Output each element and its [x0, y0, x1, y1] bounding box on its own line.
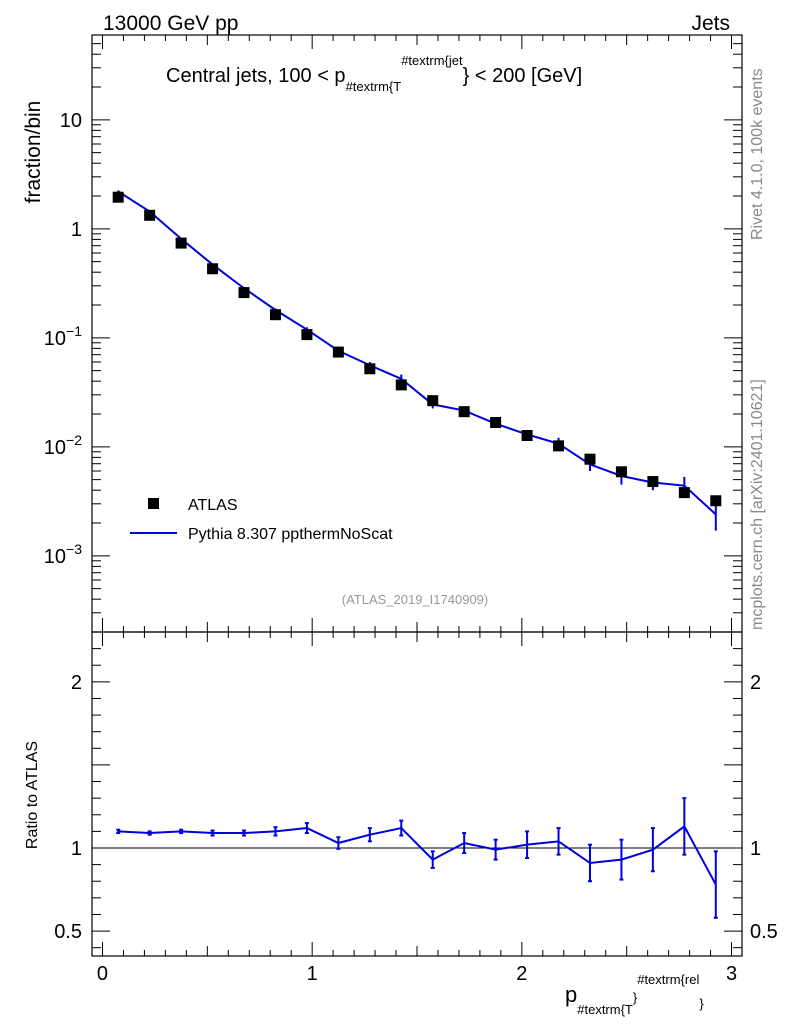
legend-pythia-label: Pythia 8.307 ppthermNoScat: [188, 526, 393, 543]
ratio-y-axis-label: Ratio to ATLAS: [24, 741, 41, 849]
x-tick-label: 0: [97, 963, 108, 985]
mcplots-label: mcplots.cern.ch [arXiv:2401.10621]: [749, 379, 766, 630]
atlas-point: [364, 363, 376, 375]
y-tick-label: 10: [60, 110, 82, 132]
title-sub: #textrm{T: [346, 79, 402, 94]
ratio-plot-frame: [91, 631, 743, 957]
legend: ATLAS Pythia 8.307 ppthermNoScat: [130, 497, 393, 543]
y-tick-exp: −1: [66, 323, 82, 339]
ratio-line: [118, 824, 717, 886]
y-tick-label: 10−2: [44, 432, 82, 459]
x-axis-label: p#textrm{T}#textrm{rel}: [565, 972, 704, 1017]
atlas-point: [395, 379, 407, 391]
atlas-point: [584, 453, 596, 465]
atlas-point: [112, 191, 124, 203]
atlas-point: [458, 406, 470, 418]
x-tick-label: 1: [307, 963, 318, 985]
atlas-point: [427, 395, 439, 407]
title-post: } < 200 [GeV]: [463, 65, 583, 87]
atlas-point: [269, 309, 281, 321]
header-left: 13000 GeV pp: [103, 12, 238, 35]
y-tick-base: 1: [71, 219, 82, 241]
chart-title: Central jets, 100 < p#textrm{T #textrm{je…: [166, 53, 582, 94]
title-sup: #textrm{jet: [401, 53, 463, 68]
y-tick-base: 10: [44, 328, 66, 350]
x-label-sup: #textrm{rel: [637, 972, 699, 987]
x-label-sub: #textrm{T: [577, 1002, 633, 1017]
ratio-axis-ticks: 2 2 1 1 0.5 0.5 0 1 2 3: [54, 632, 778, 985]
atlas-point: [647, 476, 659, 488]
atlas-point: [207, 263, 219, 275]
atlas-point: [238, 287, 250, 299]
ratio-series: [116, 797, 718, 919]
y-tick-base: 10: [60, 110, 82, 132]
atlas-point: [175, 237, 187, 249]
watermark: (ATLAS_2019_I1740909): [342, 592, 488, 607]
atlas-point: [615, 466, 627, 478]
atlas-point: [553, 440, 565, 452]
x-label-main: p: [565, 982, 577, 1007]
atlas-point: [144, 209, 156, 221]
ratio-y-tick-label-left: 0.5: [54, 921, 82, 943]
header-right: Jets: [691, 12, 730, 35]
atlas-point: [490, 417, 502, 429]
ratio-y-tick-label-right: 1: [750, 838, 761, 860]
atlas-point: [710, 495, 722, 507]
x-label-brace: }: [633, 990, 638, 1005]
legend-atlas-marker: [148, 498, 159, 509]
y-tick-base: 10: [44, 437, 66, 459]
ratio-y-tick-label-right: 2: [750, 672, 761, 694]
atlas-point: [301, 329, 313, 341]
atlas-point: [521, 429, 533, 441]
title-pre: Central jets, 100 < p: [166, 65, 346, 87]
atlas-point: [678, 487, 690, 499]
atlas-series: [112, 191, 722, 507]
y-tick-label: 10−1: [44, 323, 82, 350]
ratio-y-tick-label-right: 0.5: [750, 921, 778, 943]
y-tick-exp: −3: [66, 541, 82, 557]
y-tick-label: 10−3: [44, 541, 82, 568]
y-tick-exp: −2: [66, 432, 82, 448]
mc-series: [117, 190, 717, 531]
y-tick-base: 10: [44, 546, 66, 568]
legend-atlas-label: ATLAS: [188, 497, 238, 514]
y-axis-label: fraction/bin: [22, 101, 45, 204]
ratio-y-tick-label-left: 2: [71, 672, 82, 694]
rivet-label: Rivet 4.1.0, 100k events: [749, 68, 766, 240]
ratio-y-tick-label-left: 1: [71, 838, 82, 860]
x-label-close: }: [699, 996, 704, 1011]
mc-line: [117, 190, 717, 516]
x-tick-label: 2: [516, 963, 527, 985]
y-tick-label: 1: [71, 219, 82, 241]
x-tick-label: 3: [726, 963, 737, 985]
atlas-point: [332, 346, 344, 358]
